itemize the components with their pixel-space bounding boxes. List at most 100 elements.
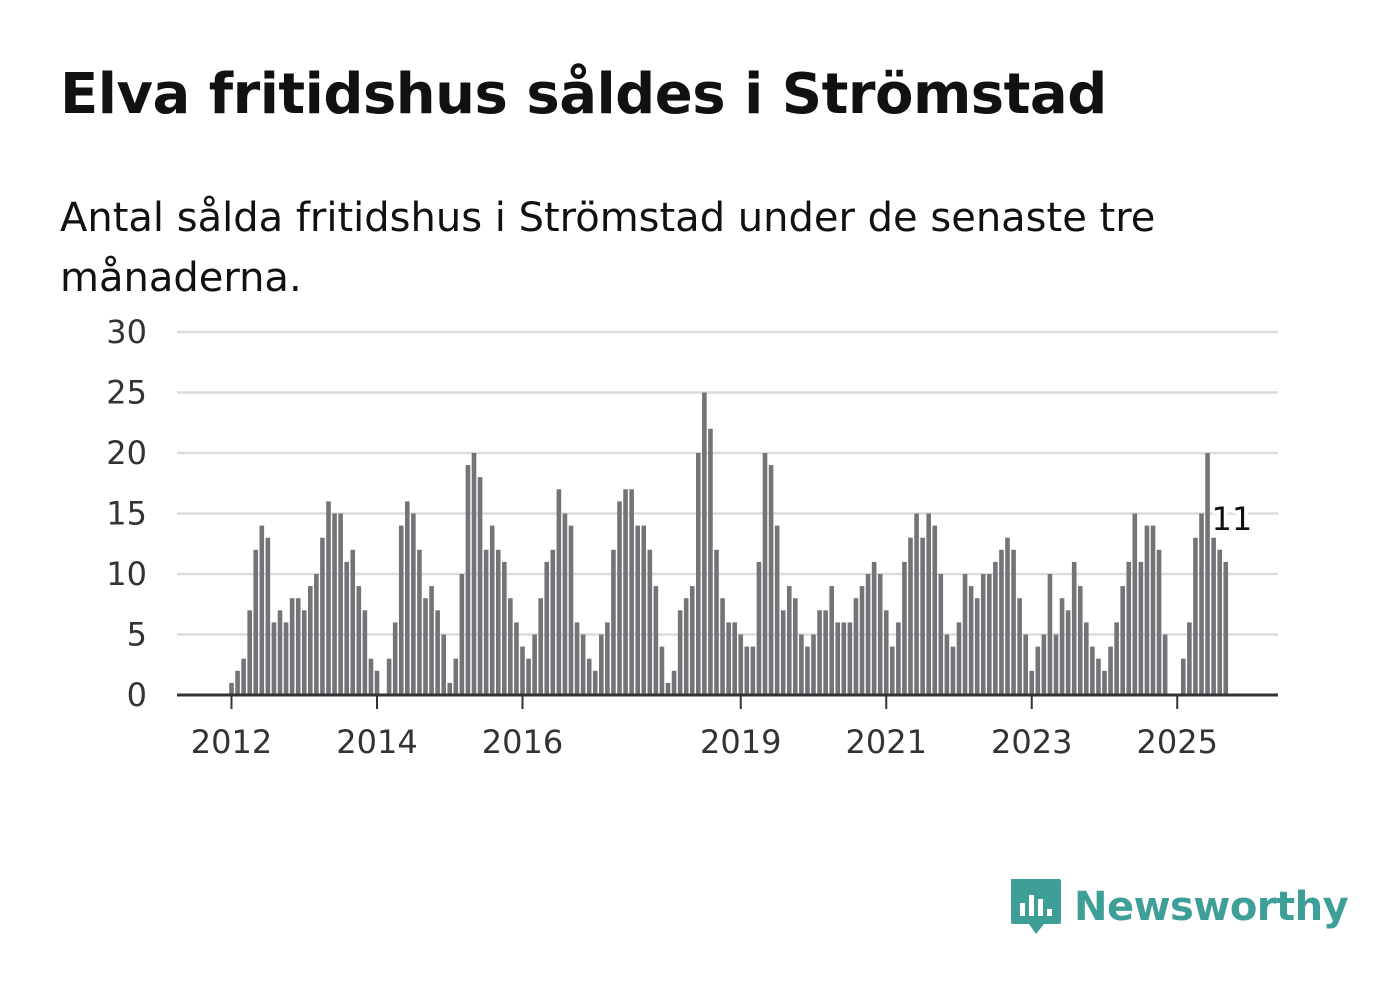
- bar: [1114, 622, 1119, 695]
- x-tick-label: 2016: [482, 723, 563, 761]
- bar: [241, 658, 246, 695]
- bar: [465, 465, 471, 695]
- y-tick-label: 20: [106, 434, 147, 472]
- x-tick-label: 2025: [1137, 723, 1218, 761]
- bar: [1065, 610, 1071, 695]
- bar: [829, 586, 834, 695]
- bar: [629, 489, 634, 695]
- y-tick-label: 10: [106, 555, 147, 593]
- bar: [871, 561, 877, 695]
- bar: [1059, 598, 1065, 695]
- bar: [696, 453, 701, 695]
- bar: [447, 682, 453, 695]
- bar: [514, 622, 519, 695]
- bar: [429, 586, 434, 695]
- bar: [283, 622, 289, 695]
- bar: [253, 549, 259, 695]
- bar: [750, 646, 756, 695]
- bar: [574, 622, 580, 695]
- bar: [962, 574, 968, 695]
- y-tick-label: 5: [127, 616, 147, 654]
- bar: [950, 646, 956, 695]
- bar: [853, 598, 859, 695]
- bar: [295, 598, 301, 695]
- bar: [568, 525, 574, 695]
- bar: [659, 646, 665, 695]
- bar: [623, 489, 628, 695]
- bar: [1084, 622, 1089, 695]
- bar: [841, 622, 847, 695]
- bar: [726, 622, 731, 695]
- bar: [714, 549, 719, 695]
- bar: [368, 658, 374, 695]
- bar: [756, 561, 762, 695]
- bar: [362, 610, 368, 695]
- gridlines: [177, 330, 1278, 636]
- bar: [235, 670, 240, 695]
- bar: [435, 610, 440, 695]
- bar: [344, 561, 349, 695]
- bar: [708, 428, 713, 695]
- x-tick-label: 2012: [191, 723, 272, 761]
- bar: [502, 561, 507, 695]
- bar: [744, 646, 750, 695]
- bar: [980, 574, 986, 695]
- bar: [308, 586, 313, 695]
- bar: [495, 549, 501, 695]
- bar: [477, 477, 483, 695]
- bar: [1023, 634, 1028, 695]
- bar: [592, 670, 598, 695]
- bar: [914, 513, 919, 695]
- bar: [817, 610, 822, 695]
- highlight-value-label: 11: [1211, 500, 1252, 538]
- bar: [1108, 646, 1113, 695]
- bar: [1144, 525, 1150, 695]
- bar: [1156, 549, 1162, 695]
- bar: [398, 525, 404, 695]
- bar: [338, 513, 343, 695]
- newsworthy-logo-text: Newsworthy: [1074, 884, 1349, 930]
- newsworthy-logo-icon: [1011, 879, 1061, 934]
- bar: [1071, 561, 1077, 695]
- bar: [489, 525, 495, 695]
- bar: [823, 610, 828, 695]
- bar: [1223, 561, 1229, 695]
- bar: [786, 586, 792, 695]
- bar: [635, 525, 640, 695]
- bar: [1199, 513, 1204, 695]
- bar: [526, 658, 531, 695]
- bar: [374, 670, 380, 695]
- bar: [332, 513, 337, 695]
- bar: [1132, 513, 1138, 695]
- bar: [259, 525, 265, 695]
- bar: [738, 634, 744, 695]
- bar: [702, 392, 707, 695]
- bar: [677, 610, 683, 695]
- bar: [665, 682, 671, 695]
- bar: [1029, 670, 1035, 695]
- bar: [320, 537, 325, 695]
- bar: [762, 453, 768, 695]
- bar: [1035, 646, 1041, 695]
- bar: [1187, 622, 1192, 695]
- bar: [908, 537, 913, 695]
- bar: [532, 634, 537, 695]
- bar: [932, 525, 938, 695]
- chart-subtitle: Antal sålda fritidshus i Strömstad under…: [60, 195, 1156, 301]
- bar: [1193, 537, 1198, 695]
- bar: [599, 634, 604, 695]
- bar: [580, 634, 586, 695]
- bar: [956, 622, 962, 695]
- bar: [1181, 658, 1186, 695]
- bar: [417, 549, 422, 695]
- bar: [544, 561, 550, 695]
- bar: [265, 537, 271, 695]
- bar: [301, 610, 307, 695]
- bar: [647, 549, 653, 695]
- x-tick-label: 2021: [846, 723, 927, 761]
- newsworthy-logo: Newsworthy: [1008, 876, 1349, 938]
- bar: [920, 537, 925, 695]
- bar: [423, 598, 428, 695]
- bar: [653, 586, 659, 695]
